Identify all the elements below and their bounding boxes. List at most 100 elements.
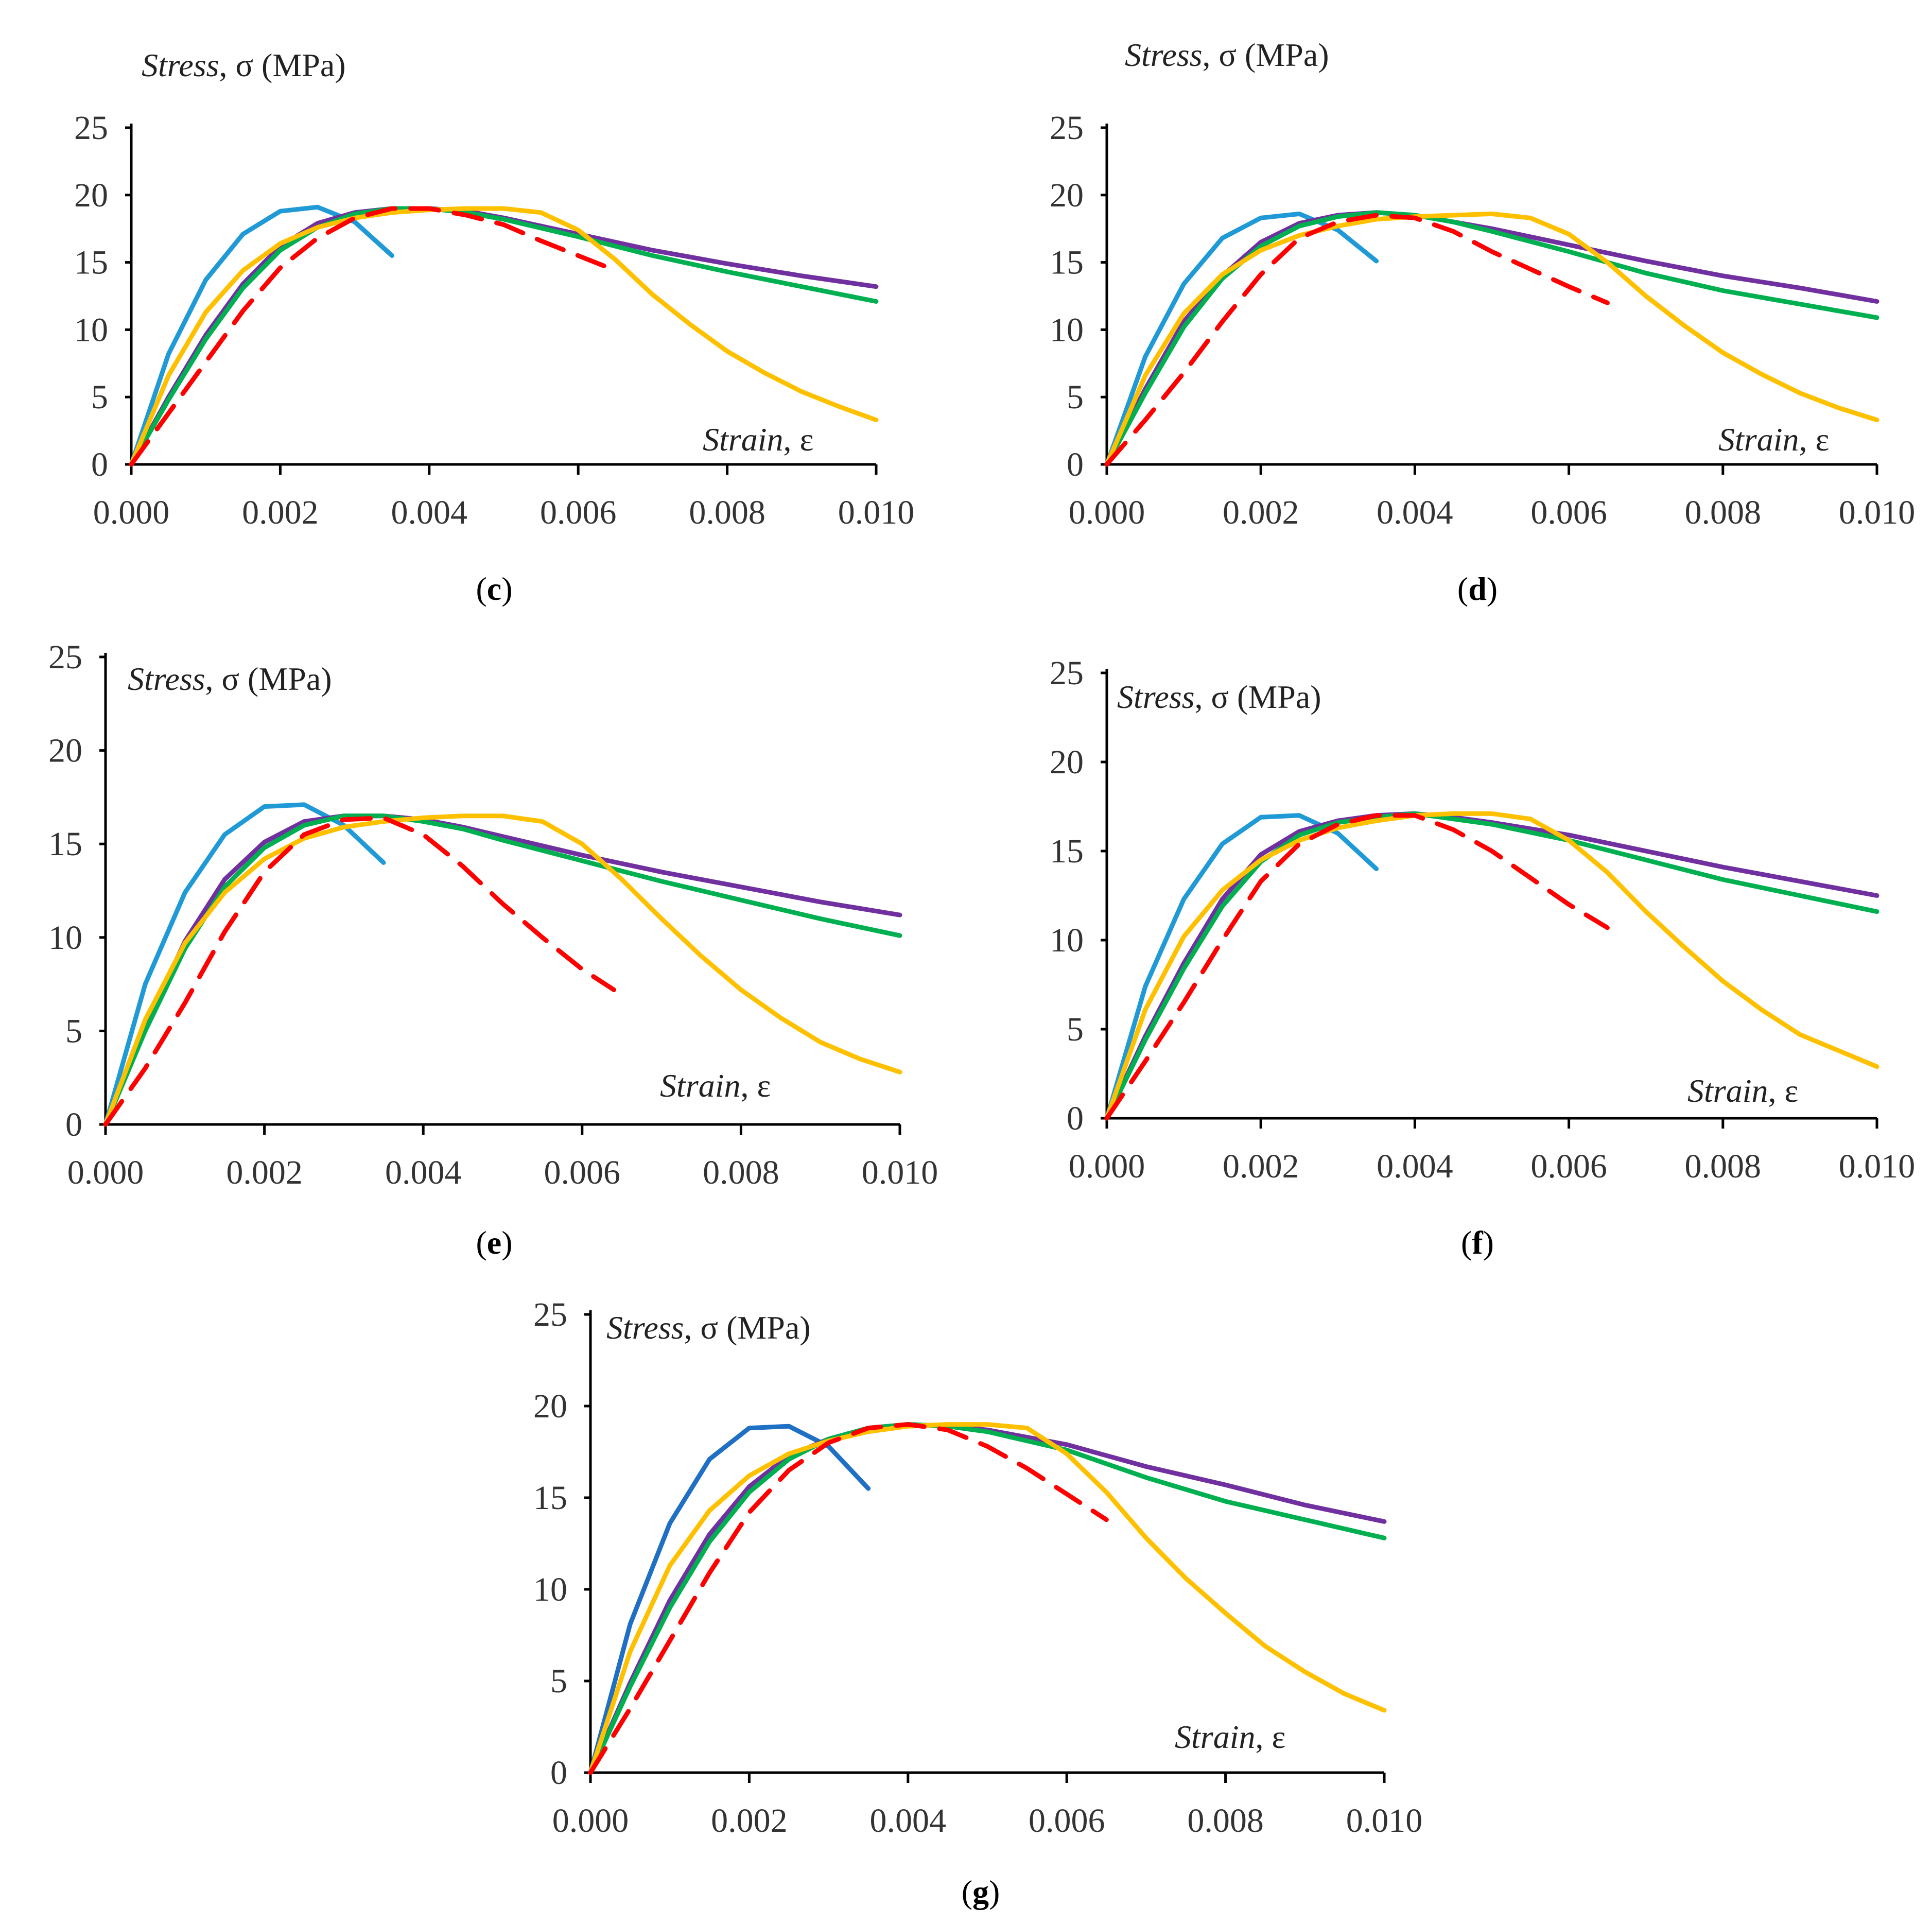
x-axis-label: Strain, ε (1687, 1072, 1798, 1109)
series-line-blue (129, 204, 394, 467)
x-tick-label: 0.010 (838, 494, 915, 531)
y-axis-label-italic: Stress (606, 1309, 684, 1346)
x-axis-label-rest: , ε (783, 421, 813, 458)
x-axis-label-rest: , ε (1255, 1719, 1285, 1755)
series-line-blue (588, 1424, 871, 1775)
x-axis-label-rest: , ε (1768, 1072, 1798, 1109)
caption-close-paren: ) (501, 570, 512, 607)
y-axis-label: Stress, σ (MPa) (128, 661, 332, 697)
y-tick-label: 25 (1050, 109, 1084, 147)
x-axis-label-italic: Strain (1718, 421, 1799, 458)
y-tick-label: 5 (550, 1662, 567, 1700)
y-axis-label-rest: , σ (MPa) (1195, 679, 1321, 715)
x-axis-label-italic: Strain (1175, 1719, 1255, 1755)
x-axis-label-italic: Strain (1687, 1072, 1768, 1109)
y-tick-label: 20 (48, 732, 82, 770)
y-tick-label: 25 (1050, 654, 1084, 692)
y-tick-label: 25 (533, 1296, 567, 1333)
y-tick-label: 20 (1050, 743, 1084, 781)
chart-panel-f: 0 5 10 15 20 25 0.000 0.002 0.004 0.006 0.008 0.010… (1050, 654, 1915, 1261)
x-tick-label: 0.008 (1685, 494, 1762, 531)
caption-open-paren: ( (962, 1874, 972, 1910)
chart-panel-g: 0 5 10 15 20 25 0.000 0.002 0.004 0.006 0.008 0.010… (533, 1296, 1422, 1910)
series-line-green (103, 813, 902, 1127)
x-tick-label: 0.010 (862, 1154, 938, 1191)
x-tick-label: 0.004 (385, 1154, 462, 1191)
x-tick-label: 0.006 (544, 1154, 621, 1191)
y-axis-label-rest: , σ (MPa) (205, 661, 332, 697)
caption-open-paren: ( (1457, 570, 1468, 607)
x-tick-label: 0.000 (93, 494, 170, 531)
x-tick-label: 0.002 (1223, 494, 1299, 531)
x-tick-label: 0.010 (1346, 1802, 1423, 1840)
y-tick-label: 0 (550, 1754, 567, 1792)
y-tick-label: 10 (1050, 922, 1084, 959)
y-tick-label: 20 (74, 177, 108, 214)
series-line-red (1104, 213, 1610, 467)
y-axis-label: Stress, σ (MPa) (142, 47, 346, 83)
caption-open-paren: ( (476, 570, 486, 607)
y-axis-label-italic: Stress (1117, 679, 1195, 715)
panel-caption: (e) (476, 1224, 512, 1261)
y-tick-label: 20 (1050, 177, 1084, 214)
caption-letter: g (972, 1874, 989, 1910)
y-tick-label: 0 (1067, 1100, 1084, 1137)
x-tick-label: 0.002 (1223, 1148, 1299, 1185)
y-axis-label-italic: Stress (142, 47, 219, 83)
x-tick-label: 0.002 (711, 1802, 788, 1840)
y-tick-label: 5 (1067, 1011, 1084, 1048)
panel-caption: (g) (962, 1874, 1000, 1910)
x-tick-label: 0.008 (703, 1154, 779, 1191)
y-axis-label: Stress, σ (MPa) (1117, 679, 1321, 715)
x-tick-label: 0.006 (1530, 494, 1607, 531)
x-tick-label: 0.004 (391, 494, 468, 531)
y-tick-label: 5 (65, 1012, 82, 1050)
y-tick-label: 0 (91, 446, 108, 483)
series-line-red (1104, 813, 1610, 1121)
caption-letter: e (487, 1224, 501, 1261)
panel-caption: (d) (1457, 570, 1498, 607)
x-tick-label: 0.008 (1685, 1148, 1762, 1185)
x-tick-label: 0.004 (1377, 1148, 1453, 1185)
x-axis-label: Strain, ε (703, 421, 813, 458)
x-tick-label: 0.010 (1839, 1148, 1916, 1185)
x-tick-label: 0.006 (1530, 1148, 1607, 1185)
series-line-green (588, 1422, 1387, 1775)
y-tick-label: 10 (48, 919, 82, 957)
y-axis-label-italic: Stress (128, 661, 205, 697)
caption-letter: f (1472, 1224, 1483, 1261)
caption-letter: c (487, 570, 501, 607)
chart-panel-c: 0 5 10 15 20 25 0.000 0.002 0.004 0.006 0.008 0.010… (74, 47, 914, 607)
series-line-blue (103, 802, 386, 1127)
x-tick-label: 0.008 (1187, 1802, 1264, 1840)
x-tick-label: 0.010 (1839, 494, 1916, 531)
y-tick-label: 15 (1050, 833, 1084, 870)
y-tick-label: 10 (74, 311, 108, 349)
y-tick-label: 10 (1050, 311, 1084, 349)
caption-letter: d (1468, 570, 1487, 607)
y-axis-label-italic: Stress (1125, 37, 1203, 73)
series-line-orange (103, 813, 902, 1127)
caption-open-paren: ( (476, 1224, 486, 1261)
y-tick-label: 20 (533, 1388, 567, 1425)
series-line-orange (588, 1422, 1387, 1775)
y-tick-label: 0 (65, 1106, 82, 1143)
y-tick-label: 25 (48, 638, 82, 676)
caption-close-paren: ) (989, 1874, 1000, 1910)
y-tick-label: 0 (1067, 446, 1084, 483)
chart-panel-e: 0 5 10 15 20 25 0.000 0.002 0.004 0.006 0.008 0.010… (48, 638, 938, 1261)
x-axis-label-italic: Strain (660, 1067, 740, 1104)
y-axis-label: Stress, σ (MPa) (1125, 37, 1329, 73)
y-tick-label: 15 (1050, 244, 1084, 282)
caption-open-paren: ( (1461, 1224, 1472, 1261)
y-tick-label: 10 (533, 1571, 567, 1608)
x-axis-label: Strain, ε (1175, 1719, 1285, 1755)
series-line-orange (1104, 811, 1879, 1121)
x-tick-label: 0.006 (1029, 1802, 1105, 1840)
series-line-red (129, 206, 618, 467)
caption-close-paren: ) (501, 1224, 512, 1261)
y-tick-label: 15 (74, 244, 108, 282)
series-line-green (1104, 210, 1879, 467)
x-axis-label: Strain, ε (1718, 421, 1829, 458)
